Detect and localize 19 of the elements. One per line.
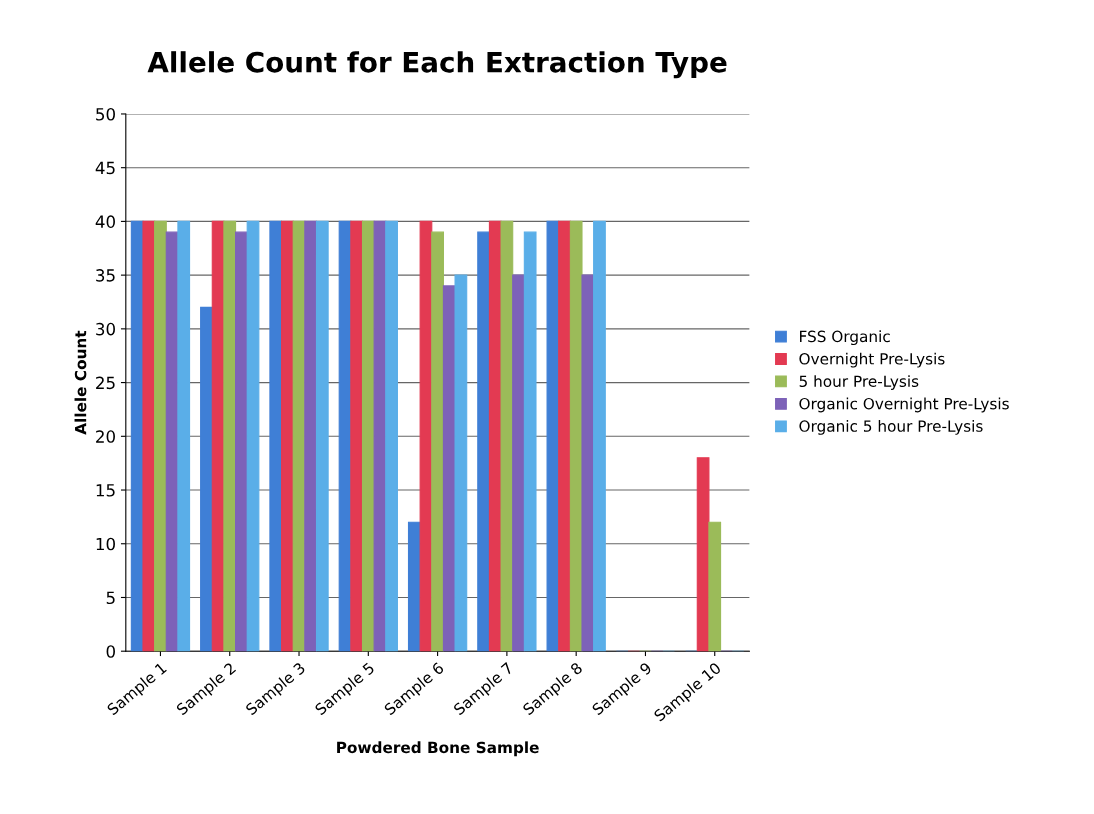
legend-label: 5 hour Pre-Lysis	[799, 375, 919, 390]
x-axis-title: Powdered Bone Sample	[337, 741, 539, 757]
y-tick-label: 35	[96, 269, 115, 282]
y-tick-label: 15	[96, 484, 115, 497]
y-tick-label: 25	[96, 376, 115, 390]
y-tick-label: 50	[96, 107, 115, 121]
y-tick-label: 10	[96, 537, 115, 551]
y-tick-label: 5	[106, 591, 115, 605]
legend-label: Overnight Pre-Lysis	[799, 352, 945, 368]
y-tick-label: 20	[96, 430, 115, 443]
y-tick-label: 30	[96, 322, 115, 336]
y-tick-label: 40	[95, 215, 115, 228]
chart-title: Allele Count for Each Extraction Type	[147, 51, 727, 79]
y-tick-label: 45	[95, 161, 115, 175]
y-tick-label: 0	[106, 645, 115, 658]
legend-label: Organic Overnight Pre-Lysis	[799, 397, 1009, 413]
y-axis-title: Allele Count	[74, 330, 87, 435]
legend-label: FSS Organic	[800, 330, 890, 346]
legend-label: Organic 5 hour Pre-Lysis	[799, 420, 983, 435]
